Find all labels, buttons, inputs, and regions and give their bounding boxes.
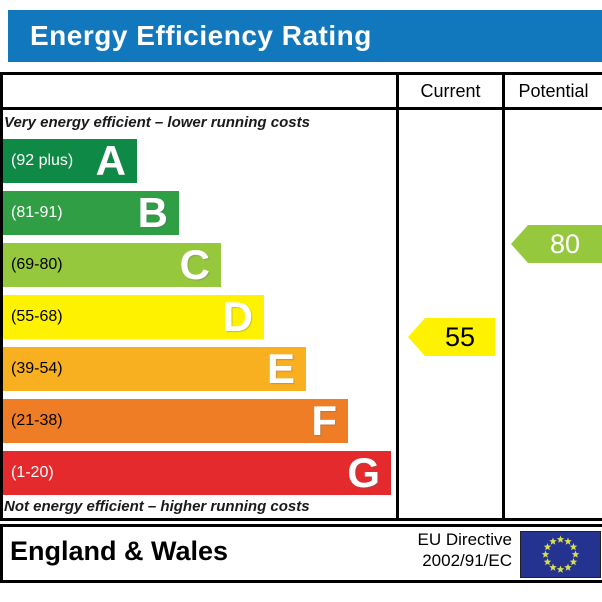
band-row-a: (92 plus) A: [3, 139, 137, 183]
band-row-d: (55-68) D: [3, 295, 264, 339]
bottom-caption: Not energy efficient – higher running co…: [4, 498, 310, 515]
band-range: (69-80): [11, 256, 63, 273]
eu-directive-text: EU Directive 2002/91/EC: [378, 529, 512, 571]
eu-directive-line1: EU Directive: [417, 530, 512, 549]
current-column-header: Current: [420, 81, 481, 101]
eu-directive-line2: 2002/91/EC: [422, 551, 512, 570]
footer-bar: [0, 524, 602, 583]
current-rating-arrow: 55: [408, 318, 495, 356]
band-row-f: (21-38) F: [3, 399, 348, 443]
region-label: England & Wales: [10, 536, 229, 566]
potential-column-header: Potential: [518, 81, 589, 101]
header-separator-line: [0, 107, 602, 110]
band-range: (81-91): [11, 204, 63, 221]
band-range: (21-38): [11, 412, 63, 429]
band-range: (92 plus): [11, 152, 74, 169]
column-divider-current: [396, 72, 399, 521]
potential-arrow-tip-icon: [511, 225, 528, 263]
band-row-e: (39-54) E: [3, 347, 306, 391]
band-letter: D: [222, 293, 253, 340]
top-caption: Very energy efficient – lower running co…: [4, 114, 310, 131]
column-divider-potential: [502, 72, 505, 521]
eu-flag-icon: [520, 531, 601, 578]
potential-rating-arrow: 80: [511, 225, 602, 263]
current-arrow-body: 55: [425, 318, 495, 356]
potential-arrow-body: 80: [528, 225, 602, 263]
band-letter: F: [311, 397, 337, 444]
page-title: Energy Efficiency Rating: [30, 20, 372, 51]
band-range: (1-20): [11, 464, 54, 481]
title-bar: Energy Efficiency Rating: [8, 10, 602, 62]
rating-table-frame: [0, 72, 602, 521]
band-row-g: (1-20) G: [3, 451, 391, 495]
band-range: (55-68): [11, 308, 63, 325]
band-row-c: (69-80) C: [3, 243, 221, 287]
band-letter: A: [95, 137, 126, 184]
band-letter: E: [266, 345, 295, 392]
band-letter: G: [347, 449, 380, 496]
band-letter: B: [137, 189, 168, 236]
band-range: (39-54): [11, 360, 63, 377]
current-arrow-tip-icon: [408, 318, 425, 356]
current-rating-value: 55: [444, 321, 476, 352]
band-letter: C: [179, 241, 210, 288]
potential-rating-value: 80: [549, 228, 581, 259]
band-row-b: (81-91) B: [3, 191, 179, 235]
eu-flag-stars: [541, 535, 580, 573]
